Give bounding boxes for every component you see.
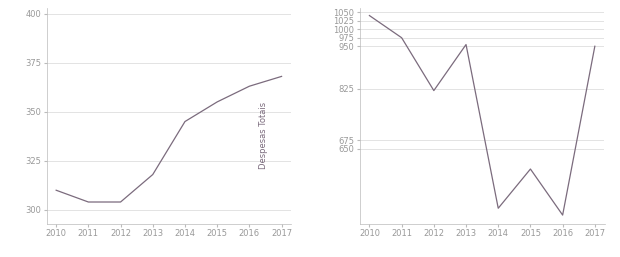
Text: Despesas Totais: Despesas Totais — [259, 102, 268, 169]
